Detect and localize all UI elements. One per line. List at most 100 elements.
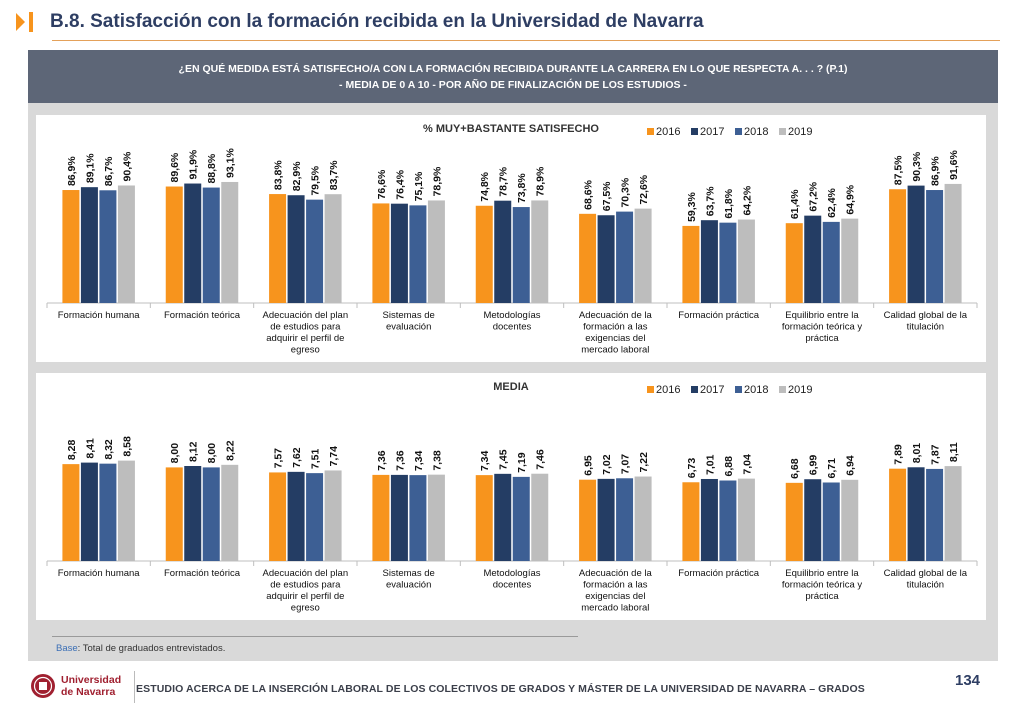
pct-bar-2019-3 — [427, 200, 445, 303]
pct-bar-2018-3 — [409, 205, 427, 303]
pct-bar-2019-4 — [531, 200, 549, 303]
pct-category-label-3: Sistemas de evaluación — [383, 310, 435, 333]
pct-data-label-2018-5: 70,3% — [620, 177, 632, 207]
avg-data-label-2018-4: 7,19 — [516, 452, 528, 473]
avg-category-label-line: docentes — [493, 580, 532, 591]
avg-category-label-0: Formación humana — [58, 568, 141, 579]
avg-data-label-2016-6: 6,73 — [686, 458, 698, 479]
pct-category-label-8: Calidad global de la titulación — [884, 310, 968, 333]
avg-legend-swatch-2016 — [647, 386, 654, 393]
avg-bar-2017-8 — [907, 467, 925, 561]
pct-data-label-2019-6: 64,2% — [741, 185, 753, 215]
avg-bar-2017-5 — [597, 478, 615, 561]
chart-average-score: MEDIA 2016 2017 2018 2019 8,28 8,41 8,32 8,58 For… — [36, 373, 986, 620]
avg-data-label-2016-4: 7,34 — [479, 451, 491, 472]
avg-data-label-2017-6: 7,01 — [704, 454, 716, 475]
pct-category-label-line: Calidad global de la — [884, 310, 968, 321]
base-note: Base: Total de graduados entrevistados. — [56, 643, 225, 654]
avg-data-label-2016-0: 8,28 — [66, 440, 78, 461]
avg-category-label-5: Adecuación de la formación a las exigencia… — [579, 568, 653, 614]
avg-data-label-2017-3: 7,36 — [394, 450, 406, 471]
pct-data-label-2016-1: 89,6% — [169, 152, 181, 182]
avg-bar-2016-8 — [889, 468, 907, 561]
pct-category-label-7: Equilibrio entre la formación teórica y pr… — [782, 310, 863, 344]
pct-category-label-line: Adecuación del plan — [263, 310, 349, 321]
avg-data-label-2018-2: 7,51 — [310, 449, 322, 470]
avg-bar-2019-0 — [117, 460, 135, 561]
pct-category-label-line: formación teórica y — [782, 322, 863, 333]
avg-data-label-2019-5: 7,22 — [638, 452, 650, 473]
pct-data-label-2019-3: 78,9% — [431, 166, 443, 196]
pct-data-label-2017-4: 78,7% — [498, 166, 510, 196]
base-label: Base — [56, 643, 78, 654]
pct-data-label-2016-0: 86,9% — [66, 156, 78, 186]
pct-category-label-2: Adecuación del plan de estudios para adqui… — [263, 310, 349, 356]
footer: Universidad de Navarra ESTUDIO ACERCA DE… — [0, 667, 1024, 709]
pct-data-label-2016-4: 74,8% — [479, 171, 491, 201]
pct-data-label-2017-0: 89,1% — [84, 153, 96, 183]
pct-legend-swatch-2017 — [691, 128, 698, 135]
avg-data-label-2019-1: 8,22 — [225, 440, 237, 461]
avg-bar-2017-4 — [494, 473, 512, 561]
avg-category-label-line: formación teórica y — [782, 580, 863, 591]
pct-data-label-2016-7: 61,4% — [789, 189, 801, 219]
avg-bar-2017-0 — [80, 462, 98, 561]
avg-data-label-2017-7: 6,99 — [808, 455, 820, 476]
avg-bar-2019-4 — [531, 473, 549, 561]
avg-legend-swatch-2018 — [735, 386, 742, 393]
question-line-1: ¿EN QUÉ MEDIDA ESTÁ SATISFECHO/A CON LA … — [178, 62, 848, 75]
pct-bar-2019-8 — [944, 183, 962, 303]
pct-legend-label-2017: 2017 — [700, 126, 724, 138]
avg-category-label-line: Metodologías — [483, 568, 540, 579]
pct-bar-2016-6 — [682, 225, 700, 303]
avg-legend-swatch-2017 — [691, 386, 698, 393]
avg-bar-2016-7 — [785, 482, 803, 561]
avg-category-label-3: Sistemas de evaluación — [383, 568, 435, 591]
base-text: : Total de graduados entrevistados. — [77, 643, 226, 654]
avg-bar-2019-6 — [737, 478, 755, 561]
pct-data-label-2016-2: 83,8% — [273, 160, 285, 190]
pct-category-label-line: Adecuación de la — [579, 310, 653, 321]
avg-data-label-2019-3: 7,38 — [431, 450, 443, 471]
logo-text: Universidad de Navarra — [61, 674, 121, 698]
pct-category-label-line: de estudios para — [270, 322, 341, 333]
pct-data-label-2019-1: 93,1% — [225, 148, 237, 178]
avg-data-label-2019-0: 8,58 — [121, 436, 133, 457]
avg-data-label-2019-2: 7,74 — [328, 446, 340, 467]
pct-bar-2017-3 — [390, 203, 408, 303]
pct-bar-2017-4 — [494, 200, 512, 303]
pct-category-label-line: evaluación — [386, 322, 431, 333]
avg-data-label-2016-1: 8,00 — [169, 443, 181, 464]
pct-legend-label-2019: 2019 — [788, 126, 812, 138]
pct-category-label-line: Formación humana — [58, 310, 141, 321]
avg-chart-title: MEDIA — [493, 381, 529, 393]
avg-category-label-6: Formación práctica — [678, 568, 759, 579]
pct-bar-2019-1 — [221, 181, 239, 303]
avg-bar-2018-5 — [616, 478, 634, 561]
avg-bar-2016-5 — [579, 479, 597, 561]
logo-line-1: Universidad — [61, 674, 122, 686]
pct-bar-2019-2 — [324, 194, 342, 303]
avg-legend-swatch-2019 — [779, 386, 786, 393]
pct-data-label-2019-8: 91,6% — [948, 149, 960, 179]
avg-category-label-line: Adecuación del plan — [263, 568, 349, 579]
avg-data-label-2018-0: 8,32 — [103, 439, 115, 460]
base-divider — [52, 636, 578, 637]
pct-data-label-2019-5: 72,6% — [638, 174, 650, 204]
pct-data-label-2016-6: 59,3% — [686, 191, 698, 221]
pct-category-label-line: docentes — [493, 322, 532, 333]
pct-bar-2016-2 — [269, 194, 287, 303]
chart-satisfaction-percent: % MUY+BASTANTE SATISFECHO 2016 2017 2018 201… — [36, 115, 986, 362]
avg-data-label-2018-3: 7,34 — [413, 451, 425, 472]
pct-category-label-line: formación a las — [583, 322, 648, 333]
avg-bar-2019-1 — [221, 464, 239, 561]
question-banner: ¿EN QUÉ MEDIDA ESTÁ SATISFECHO/A CON LA … — [28, 50, 998, 103]
avg-category-label-line: práctica — [805, 591, 839, 602]
avg-data-label-2018-1: 8,00 — [206, 443, 218, 464]
avg-legend-label-2016: 2016 — [656, 384, 680, 396]
avg-data-label-2017-4: 7,45 — [498, 449, 510, 470]
pct-category-label-4: Metodologías docentes — [483, 310, 540, 333]
avg-data-label-2016-3: 7,36 — [376, 450, 388, 471]
avg-bar-2016-1 — [165, 467, 183, 561]
avg-category-label-line: mercado laboral — [581, 603, 649, 614]
